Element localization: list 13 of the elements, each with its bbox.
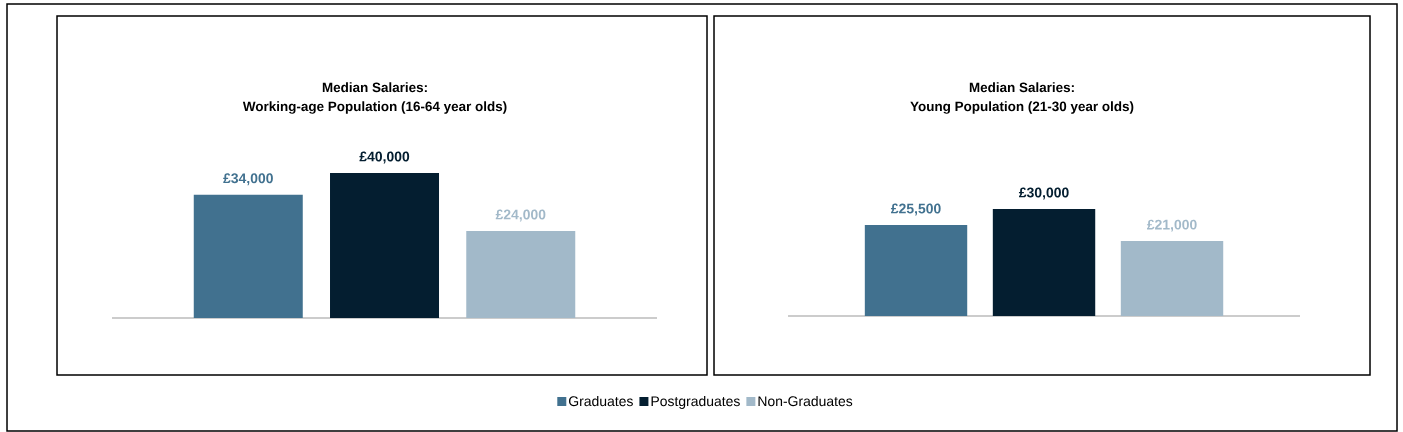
legend-label: Graduates (569, 395, 633, 407)
data-label: £40,000 (359, 151, 410, 164)
data-label: £24,000 (495, 209, 546, 222)
chart-subtitle: Young Population (21-30 year olds) (910, 101, 1134, 114)
data-label: £34,000 (223, 173, 273, 186)
data-label: £21,000 (1146, 219, 1197, 232)
data-label: £25,500 (890, 203, 941, 216)
legend-label: Postgraduates (651, 395, 740, 409)
data-label: £30,000 (1018, 187, 1069, 200)
legend-label: Non-Graduates (758, 395, 853, 407)
chart-subtitle: Working-age Population (16-64 year olds) (242, 101, 507, 114)
chart-title: Median Salaries: (322, 82, 427, 93)
chart-title: Median Salaries: (969, 82, 1074, 93)
